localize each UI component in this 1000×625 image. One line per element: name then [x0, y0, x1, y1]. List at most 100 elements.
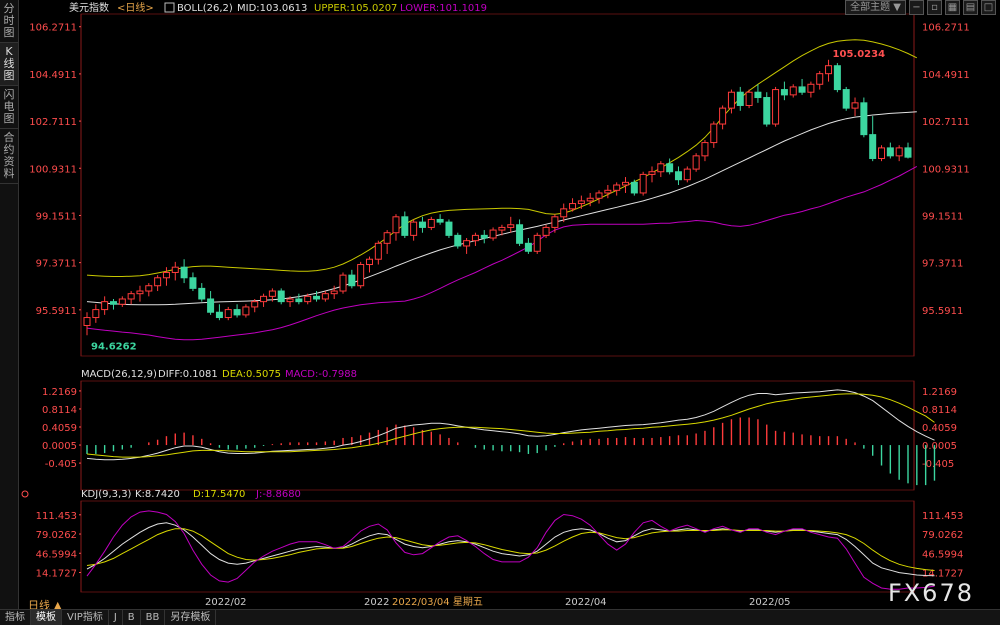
period-tag: <日线>	[117, 1, 154, 14]
layout-icon[interactable]: ▤	[963, 0, 978, 15]
macd-title: MACD(26,12,9)	[81, 369, 157, 380]
candle-body	[348, 274, 356, 287]
macd-ytick-right: 0.8114	[922, 405, 957, 416]
kdj-ytick-right: 111.453	[922, 511, 963, 522]
period-selector[interactable]: 日线 ▲	[28, 599, 62, 612]
candle-body	[260, 295, 268, 303]
candle-body	[727, 91, 735, 109]
candle-body	[127, 293, 135, 300]
macd-dea: DEA:0.5075	[222, 369, 281, 380]
candle-body	[745, 91, 753, 106]
kdj-ytick-right: 14.1727	[922, 568, 963, 579]
price-ytick-left: 97.3711	[36, 259, 77, 270]
tab-templates[interactable]: 模板	[31, 610, 62, 625]
price-ytick-right: 104.4911	[922, 70, 970, 81]
candle-body	[763, 97, 771, 125]
tab-bb[interactable]: BB	[141, 610, 166, 625]
kdj-j-line	[86, 510, 935, 590]
candle-body	[118, 298, 126, 305]
candle-body	[101, 301, 109, 311]
kdj-ytick-left: 79.0262	[36, 530, 77, 541]
price-ytick-right: 100.9311	[922, 164, 970, 175]
candle-body	[666, 163, 674, 173]
candle-body	[825, 65, 833, 75]
price-ytick-left: 104.4911	[29, 70, 77, 81]
minimize-icon[interactable]: −	[909, 0, 924, 15]
candle-body	[842, 89, 850, 109]
candle-body	[330, 290, 338, 295]
chart-area[interactable]: 106.2711 106.2711 104.4911 104.4911 102.7111…	[19, 0, 1000, 610]
maximize-icon[interactable]: □	[981, 0, 996, 15]
kdj-panel: 111.453 111.453 79.0262 79.0262 46.5994 46.59…	[36, 500, 963, 593]
candle-body	[701, 142, 709, 157]
macd-ytick-left: 1.2169	[42, 387, 77, 398]
grid-icon[interactable]: ▦	[945, 0, 960, 15]
date-axis-label: 2022/02	[205, 597, 247, 608]
candle-body	[207, 298, 215, 313]
candle-body	[445, 221, 453, 236]
top-toolbar: 全部主题 ▼ − ▫ ▦ ▤ □	[845, 0, 996, 15]
kdj-d: D:17.5470	[193, 489, 245, 500]
instrument-name: 美元指数	[69, 1, 109, 14]
tab-intraday[interactable]: 分时图	[0, 0, 18, 43]
candle-body	[789, 86, 797, 96]
kdj-ytick-left: 14.1727	[36, 568, 77, 579]
boll-mid: MID:103.0613	[237, 3, 307, 14]
kdj-k-line	[86, 522, 935, 577]
candle-body	[648, 171, 656, 175]
tile-icon[interactable]: ▫	[927, 0, 942, 15]
candle-body	[313, 295, 321, 300]
candle-body	[895, 147, 903, 157]
kdj-ytick-right: 46.5994	[922, 549, 963, 560]
date-axis-label: 2022/04	[565, 597, 607, 608]
bottom-tab-bar: 指标 模板 VIP指标 J B BB 另存模板	[0, 609, 1000, 625]
candle-body	[674, 171, 682, 181]
candle-body	[798, 86, 806, 93]
kdj-title: KDJ(9,3,3)	[81, 489, 132, 500]
candle-body	[224, 309, 232, 319]
candle-body	[622, 181, 630, 186]
tab-b[interactable]: B	[123, 610, 141, 625]
candle-body	[480, 234, 488, 239]
kdj-settings-icon[interactable]	[21, 490, 29, 498]
candle-body	[833, 65, 841, 91]
candle-body	[365, 258, 373, 266]
theme-select[interactable]: 全部主题 ▼	[845, 0, 906, 15]
candle-body	[268, 290, 276, 297]
candle-body	[304, 295, 312, 303]
candle-body	[154, 277, 162, 287]
candle-body	[639, 173, 647, 194]
candle-body	[401, 216, 409, 236]
candle-body	[233, 309, 241, 316]
tab-j[interactable]: J	[109, 610, 123, 625]
view-sidebar: 分时图 K线图 闪电图 合约资料	[0, 0, 19, 610]
tab-save-template[interactable]: 另存模板	[165, 610, 217, 625]
candle-body	[471, 234, 479, 242]
candle-body	[886, 147, 894, 157]
price-ytick-right: 95.5911	[922, 306, 963, 317]
candle-body	[374, 242, 382, 260]
watermark-logo: FX678	[887, 579, 974, 607]
candle-body	[418, 221, 426, 228]
tab-contract-info[interactable]: 合约资料	[0, 129, 18, 184]
kdj-d-line	[86, 528, 935, 571]
candle-body	[772, 89, 780, 125]
kdj-k: K:8.7420	[135, 489, 180, 500]
candle-body	[692, 155, 700, 170]
candle-body	[613, 184, 621, 191]
indicator-toggle-icon[interactable]	[164, 2, 175, 13]
tab-vip-indicators[interactable]: VIP指标	[62, 610, 109, 625]
candle-body	[145, 285, 153, 292]
candle-body	[463, 240, 471, 247]
candle-body	[410, 221, 418, 236]
candle-body	[719, 107, 727, 125]
macd-diff: DIFF:0.1081	[158, 369, 218, 380]
candle-body	[454, 234, 462, 247]
min-price-label: 94.6262	[91, 341, 137, 352]
tab-flash-chart[interactable]: 闪电图	[0, 86, 18, 129]
tab-kline[interactable]: K线图	[0, 43, 18, 86]
candle-body	[736, 91, 744, 106]
price-ytick-right: 106.2711	[922, 23, 970, 34]
candle-body	[657, 163, 665, 173]
tab-indicators[interactable]: 指标	[0, 610, 31, 625]
